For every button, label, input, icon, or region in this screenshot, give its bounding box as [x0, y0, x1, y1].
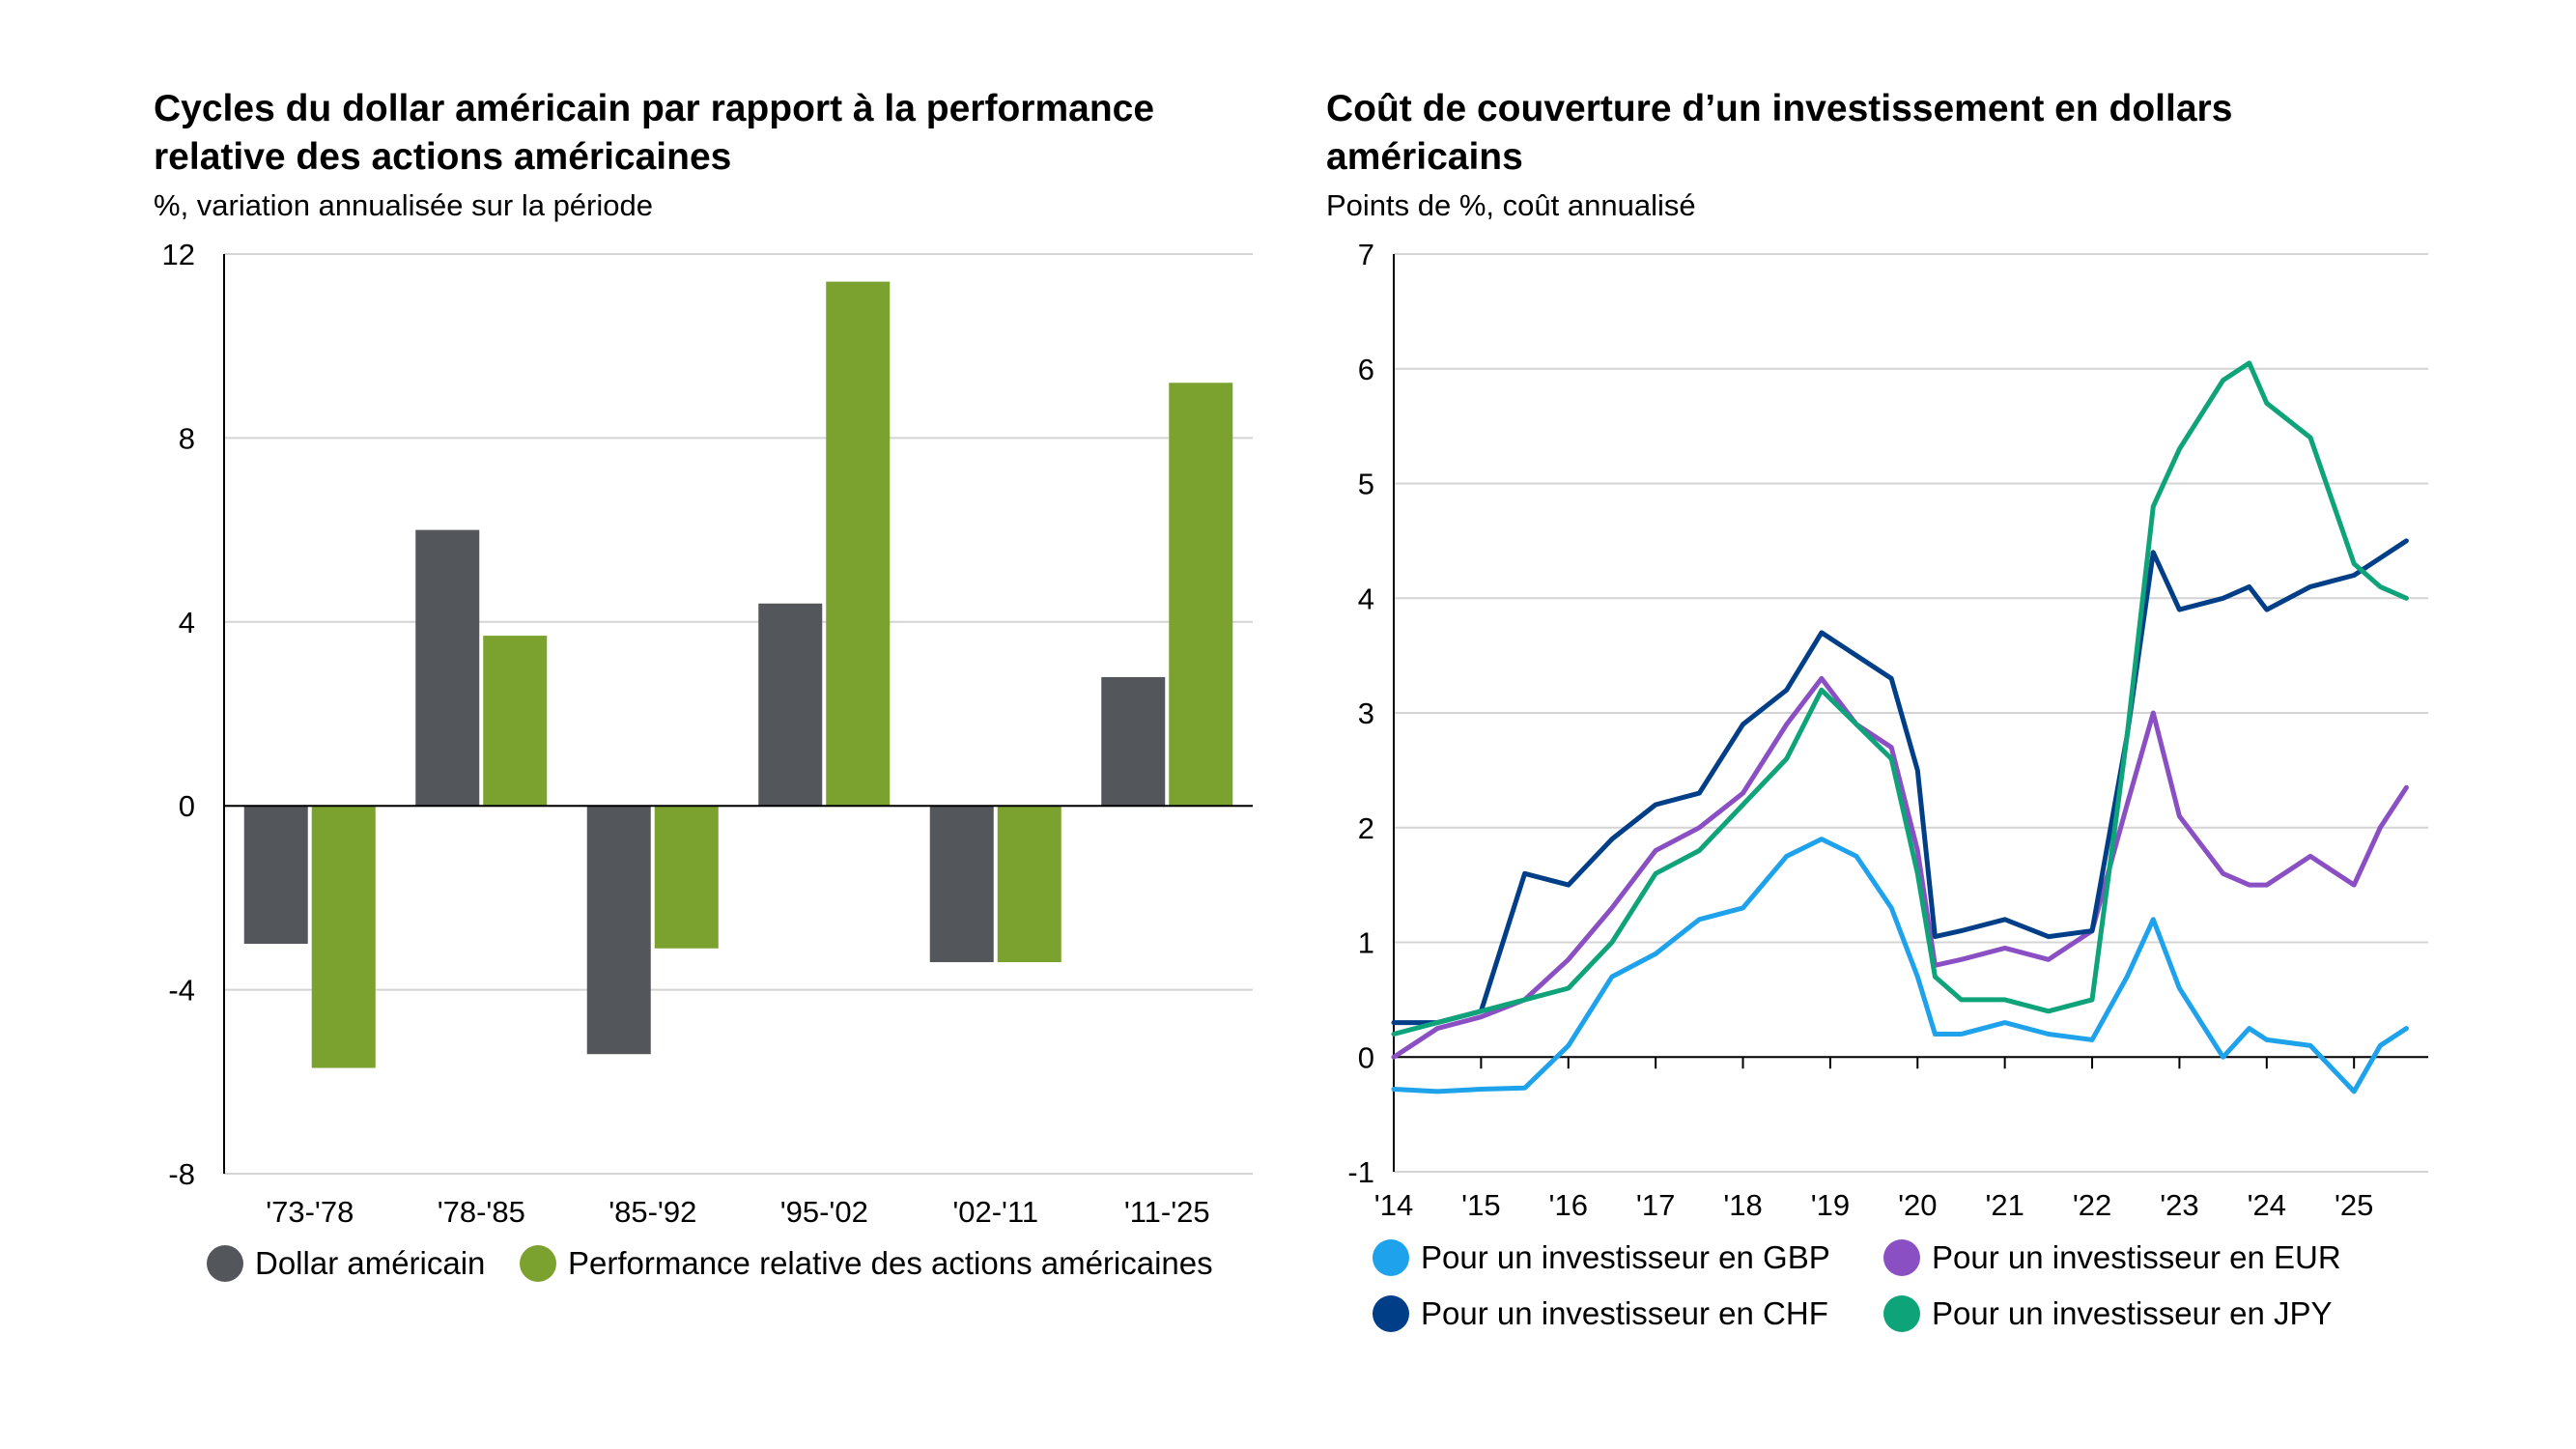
bar-equity: [311, 806, 376, 1068]
left-chart-title: Cycles du dollar américain par rapport à…: [154, 88, 1155, 178]
bar-dollar: [758, 603, 823, 807]
x-tick-label: '11-'25: [1124, 1195, 1210, 1229]
left-chart-panel: Cycles du dollar américain par rapport à…: [154, 88, 1253, 1282]
x-tick-label: '85-'92: [609, 1195, 696, 1229]
bar-equity: [997, 806, 1062, 963]
legend-label-chf: Pour un investisseur en CHF: [1421, 1295, 1828, 1331]
x-tick-label: '78-'85: [438, 1195, 525, 1229]
legend-dot-jpy: [1883, 1295, 1920, 1332]
x-tick-label: '15: [1461, 1188, 1500, 1222]
y-tick-label: 6: [1358, 353, 1374, 386]
x-tick-label: '17: [1636, 1188, 1675, 1222]
legend-dot-chf: [1373, 1295, 1409, 1332]
series-line-jpy: [1391, 360, 2409, 1037]
series-line-gbp: [1391, 837, 2409, 1094]
y-tick-label: 2: [1358, 811, 1374, 845]
y-tick-label: 0: [179, 789, 195, 823]
y-tick-label: -4: [168, 974, 195, 1008]
legend-item-chf: Pour un investisseur en CHF: [1373, 1295, 1828, 1332]
y-tick-label: 5: [1358, 468, 1374, 501]
bar-dollar: [586, 806, 651, 1055]
y-tick-label: -8: [168, 1157, 195, 1191]
x-tick-label: '19: [1811, 1188, 1850, 1222]
bar-dollar: [415, 529, 480, 807]
right-chart-panel: Coût de couverture d’un investissement e…: [1288, 0, 2576, 1449]
legend-label-dollar: Dollar américain: [255, 1245, 486, 1281]
legend-dot-eur: [1883, 1239, 1920, 1276]
legend-dot-equity: [520, 1245, 556, 1282]
x-tick-label: '23: [2160, 1188, 2198, 1222]
bar-chart: 12 8 4 0 -4 -8 '73-'78 '78-'85 '85-'92 '95-'02 '02…: [162, 238, 1253, 1229]
x-tick-label: '95-'02: [780, 1195, 868, 1229]
x-tick-label: '21: [1985, 1188, 2024, 1222]
legend-label-gbp: Pour un investisseur en GBP: [1421, 1239, 1830, 1275]
legend-item-jpy: Pour un investisseur en JPY: [1883, 1295, 2333, 1332]
y-tick-label: 3: [1358, 696, 1374, 730]
y-tick-label: 1: [1358, 926, 1374, 960]
legend-item-gbp: Pour un investisseur en GBP: [1373, 1239, 1830, 1276]
y-tick-label: 4: [1358, 582, 1374, 615]
bar-dollar: [929, 806, 994, 963]
bar-dollar: [1101, 676, 1166, 807]
right-chart-subtitle: Points de %, coût annualisé: [1326, 188, 1696, 222]
x-tick-label: '25: [2335, 1188, 2373, 1222]
x-tick-label: '24: [2248, 1188, 2286, 1222]
legend-dot-gbp: [1373, 1239, 1409, 1276]
series-line-chf: [1391, 538, 2409, 1026]
y-tick-label: -1: [1347, 1155, 1374, 1189]
legend-item-dollar: Dollar américain: [207, 1245, 485, 1282]
bar-dollar: [243, 806, 308, 944]
bar-equity: [654, 806, 719, 949]
y-tick-label: 0: [1358, 1040, 1374, 1074]
series-line-eur: [1391, 675, 2409, 1060]
x-tick-label: '18: [1723, 1188, 1762, 1222]
x-tick-label: '02-'11: [952, 1195, 1038, 1229]
bar-equity: [483, 636, 548, 807]
x-tick-label: '20: [1898, 1188, 1937, 1222]
y-tick-label: 12: [162, 238, 195, 271]
y-tick-label: 8: [179, 421, 195, 455]
legend-label-jpy: Pour un investisseur en JPY: [1932, 1295, 2333, 1331]
x-tick-label: '73-'78: [266, 1195, 354, 1229]
bar-equity: [1169, 383, 1233, 807]
legend-item-eur: Pour un investisseur en EUR: [1883, 1239, 2341, 1276]
x-tick-label: '14: [1374, 1188, 1413, 1222]
right-chart-title: Coût de couverture d’un investissement e…: [1326, 88, 2233, 178]
legend-label-eur: Pour un investisseur en EUR: [1932, 1239, 2341, 1275]
line-chart: 7 6 5 4 3 2 1 0 -1'14 '15 '16 '17 '18 '19 '20 '21 '22 '23…: [1347, 238, 2428, 1222]
legend-item-equity: Performance relative des actions américa…: [520, 1245, 1213, 1282]
bar-equity: [826, 281, 891, 807]
legend-dot-dollar: [207, 1245, 243, 1282]
left-chart-subtitle: %, variation annualisée sur la période: [154, 188, 653, 222]
legend-label-equity: Performance relative des actions américa…: [568, 1245, 1213, 1281]
y-tick-label: 4: [179, 606, 195, 639]
x-tick-label: '22: [2073, 1188, 2111, 1222]
y-tick-label: 7: [1358, 238, 1374, 271]
x-tick-label: '16: [1549, 1188, 1588, 1222]
